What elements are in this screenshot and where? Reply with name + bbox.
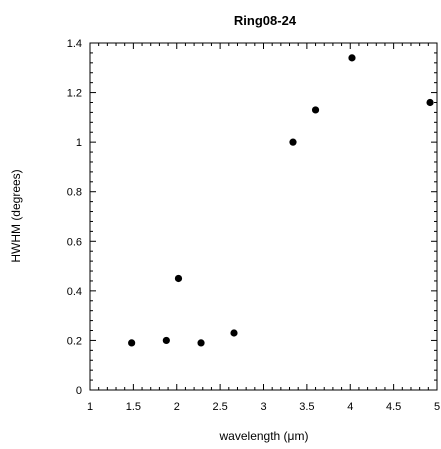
data-points [128,54,434,347]
data-point [311,106,320,114]
x-tick-label: 4.5 [386,401,401,413]
x-axis-label: wavelength (μm) [219,429,309,443]
plot-area-frame [89,42,438,391]
y-axis-tick-labels: 0 0.2 0.4 0.6 0.8 1 1.2 1.4 [67,38,82,397]
data-point [230,329,238,337]
x-tick-label: 4 [347,401,353,413]
y-tick-label: 1.4 [67,38,82,50]
x-tick-label: 1 [87,401,93,413]
x-tick-label: 2.5 [212,401,227,413]
x-axis-ticks [89,43,438,390]
x-tick-label: 2 [174,401,180,413]
data-point [162,336,170,345]
data-point [197,339,205,347]
data-point [289,138,297,146]
y-tick-label: 1 [76,137,82,149]
data-point [174,274,183,283]
chart-title: Ring08-24 [234,13,297,28]
x-tick-label: 3 [260,401,266,413]
data-point [426,98,434,107]
y-tick-label: 0.6 [67,236,82,248]
y-axis-ticks [90,42,437,391]
y-tick-label: 0.2 [67,335,82,347]
data-point [348,54,356,62]
y-tick-label: 0.4 [67,286,82,298]
data-point [128,339,136,347]
y-tick-label: 1.2 [67,88,82,100]
x-tick-label: 5 [434,401,440,413]
y-tick-label: 0.8 [67,187,82,199]
x-axis-tick-labels: 1 1.5 2 2.5 3 3.5 4 4.5 5 [87,401,440,413]
x-tick-label: 3.5 [299,401,314,413]
y-tick-label: 0 [76,385,82,397]
x-tick-label: 1.5 [126,401,141,413]
y-axis-label: HWHM (degrees) [9,169,23,262]
